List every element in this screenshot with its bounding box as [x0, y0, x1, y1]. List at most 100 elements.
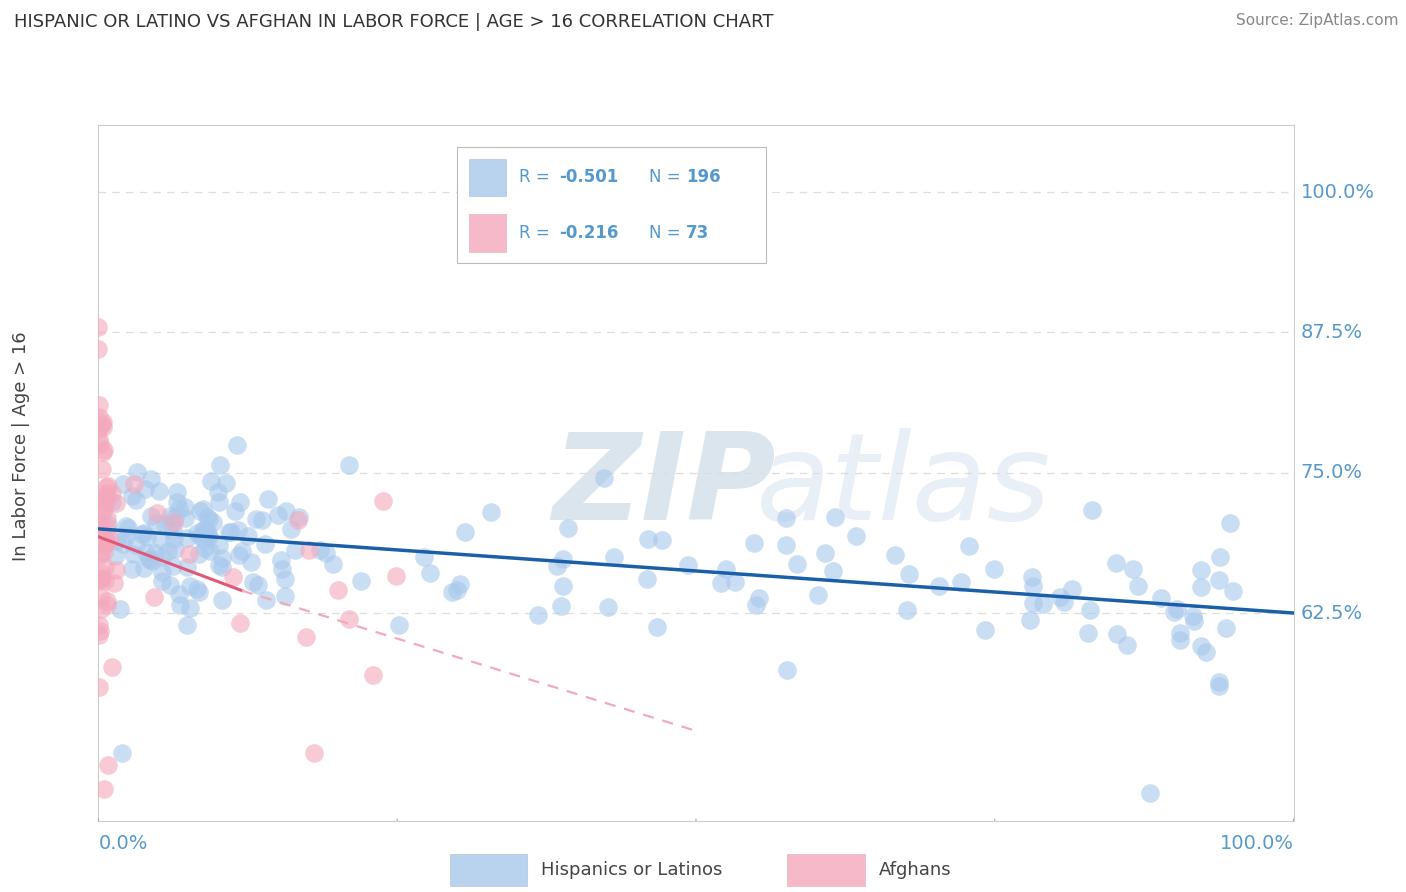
Point: [211, 560, 233, 574]
Point: [550, 599, 572, 613]
Point: [186, 526, 208, 541]
Point: [1222, 584, 1244, 599]
Point: [195, 524, 218, 538]
Point: [162, 524, 184, 538]
Point: [949, 575, 972, 590]
Point: [328, 583, 350, 598]
Point: [419, 566, 441, 581]
Point: [603, 550, 626, 565]
Point: [814, 546, 837, 560]
Point: [1021, 570, 1043, 584]
Point: [253, 536, 276, 550]
Point: [200, 475, 222, 489]
Point: [1163, 606, 1185, 620]
Text: 196: 196: [686, 169, 720, 186]
Point: [1189, 639, 1212, 653]
Point: [1170, 632, 1192, 647]
Point: [94, 492, 117, 507]
Point: [94, 480, 117, 494]
Point: [135, 530, 157, 544]
Point: [176, 617, 198, 632]
Point: [94, 559, 117, 574]
Point: [122, 547, 145, 561]
Point: [208, 458, 231, 472]
Point: [174, 500, 197, 515]
Point: [159, 578, 181, 592]
Text: atlas: atlas: [756, 428, 1052, 545]
Point: [89, 628, 111, 642]
Point: [117, 520, 139, 534]
Point: [153, 517, 176, 532]
Point: [1105, 556, 1128, 570]
FancyBboxPatch shape: [470, 214, 506, 252]
Point: [94, 497, 117, 511]
Point: [724, 575, 747, 590]
Point: [188, 585, 211, 599]
Text: 0.0%: 0.0%: [98, 834, 148, 853]
Point: [87, 409, 110, 424]
Point: [167, 586, 190, 600]
Point: [93, 534, 115, 549]
Point: [198, 529, 221, 543]
Point: [371, 494, 394, 508]
Point: [176, 531, 198, 545]
Point: [96, 485, 118, 500]
Point: [93, 537, 115, 551]
Point: [87, 618, 110, 632]
Point: [412, 550, 434, 565]
Point: [245, 512, 267, 526]
Point: [1195, 644, 1218, 658]
Point: [134, 482, 156, 496]
Point: [337, 612, 360, 626]
Point: [176, 559, 198, 574]
Point: [775, 537, 797, 551]
Point: [1049, 590, 1071, 604]
Point: [87, 319, 110, 334]
Point: [91, 445, 114, 459]
Point: [1208, 573, 1230, 587]
Point: [228, 548, 250, 562]
Point: [676, 558, 699, 573]
Point: [87, 343, 110, 357]
Point: [273, 589, 295, 603]
Point: [315, 546, 337, 560]
Point: [90, 535, 112, 549]
Point: [208, 538, 231, 552]
Point: [928, 579, 950, 593]
Point: [302, 747, 325, 761]
Point: [135, 545, 157, 559]
Point: [551, 551, 574, 566]
Point: [824, 510, 846, 524]
Point: [134, 526, 156, 541]
Point: [91, 462, 114, 476]
Point: [231, 544, 253, 558]
Point: [207, 485, 229, 500]
Point: [1208, 679, 1230, 693]
Point: [193, 502, 215, 516]
Text: R =: R =: [519, 169, 555, 186]
Point: [157, 544, 180, 558]
Point: [145, 516, 167, 530]
Point: [139, 509, 162, 524]
Point: [636, 572, 658, 586]
Text: -0.501: -0.501: [560, 169, 619, 186]
Point: [125, 492, 148, 507]
Point: [98, 532, 121, 546]
Point: [97, 757, 120, 772]
Point: [221, 569, 243, 583]
Point: [744, 598, 766, 612]
Point: [91, 420, 114, 434]
Point: [211, 592, 233, 607]
Point: [179, 601, 201, 615]
Point: [122, 476, 145, 491]
Point: [152, 550, 174, 565]
Point: [90, 602, 112, 616]
Point: [288, 510, 311, 524]
Point: [219, 525, 242, 540]
Point: [775, 511, 797, 525]
Point: [186, 582, 208, 596]
Point: [91, 505, 114, 519]
Point: [179, 579, 201, 593]
Point: [91, 571, 114, 585]
Point: [93, 545, 115, 559]
